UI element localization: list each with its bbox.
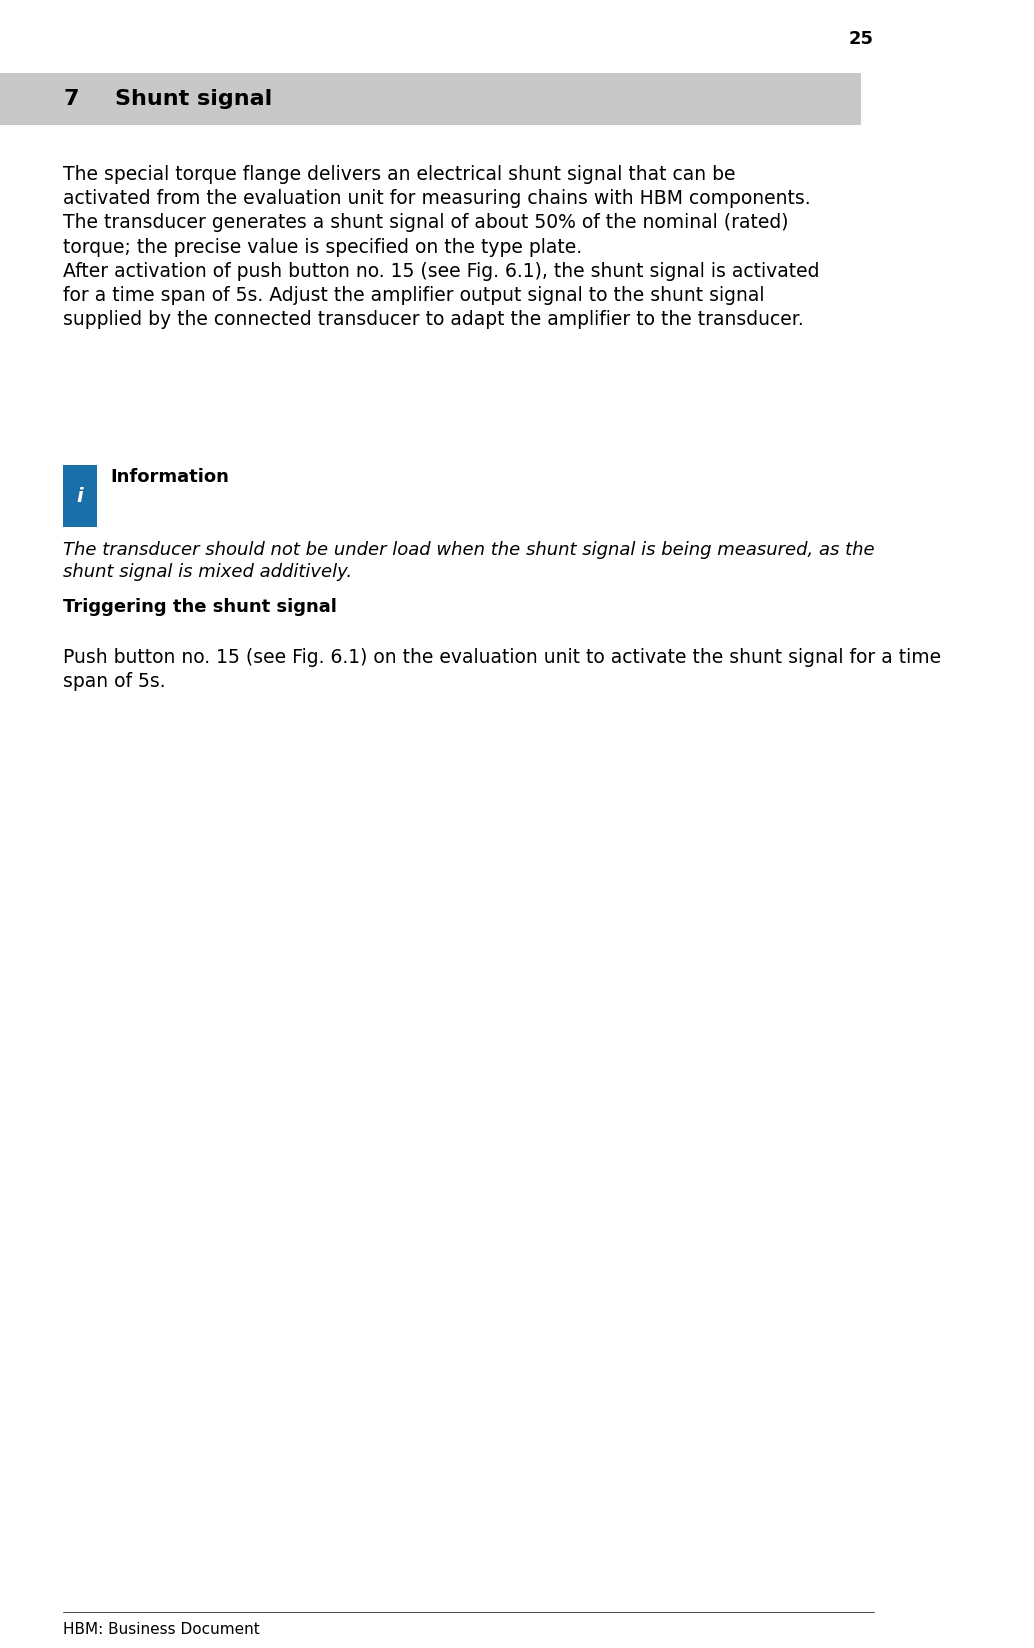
Text: Push button no. 15 (see Fig. 6.1) on the evaluation unit to activate the shunt s: Push button no. 15 (see Fig. 6.1) on the… [63,648,941,691]
FancyBboxPatch shape [63,465,97,527]
FancyBboxPatch shape [0,73,860,125]
Text: Information: Information [111,468,230,486]
Text: The transducer should not be under load when the shunt signal is being measured,: The transducer should not be under load … [63,541,875,582]
Text: i: i [77,486,84,506]
Text: 25: 25 [849,30,874,48]
Text: The special torque flange delivers an electrical shunt signal that can be
activa: The special torque flange delivers an el… [63,165,820,330]
Text: 7: 7 [63,89,79,109]
Text: Triggering the shunt signal: Triggering the shunt signal [63,598,337,616]
Text: Shunt signal: Shunt signal [116,89,273,109]
Text: HBM: Business Document: HBM: Business Document [63,1622,260,1636]
